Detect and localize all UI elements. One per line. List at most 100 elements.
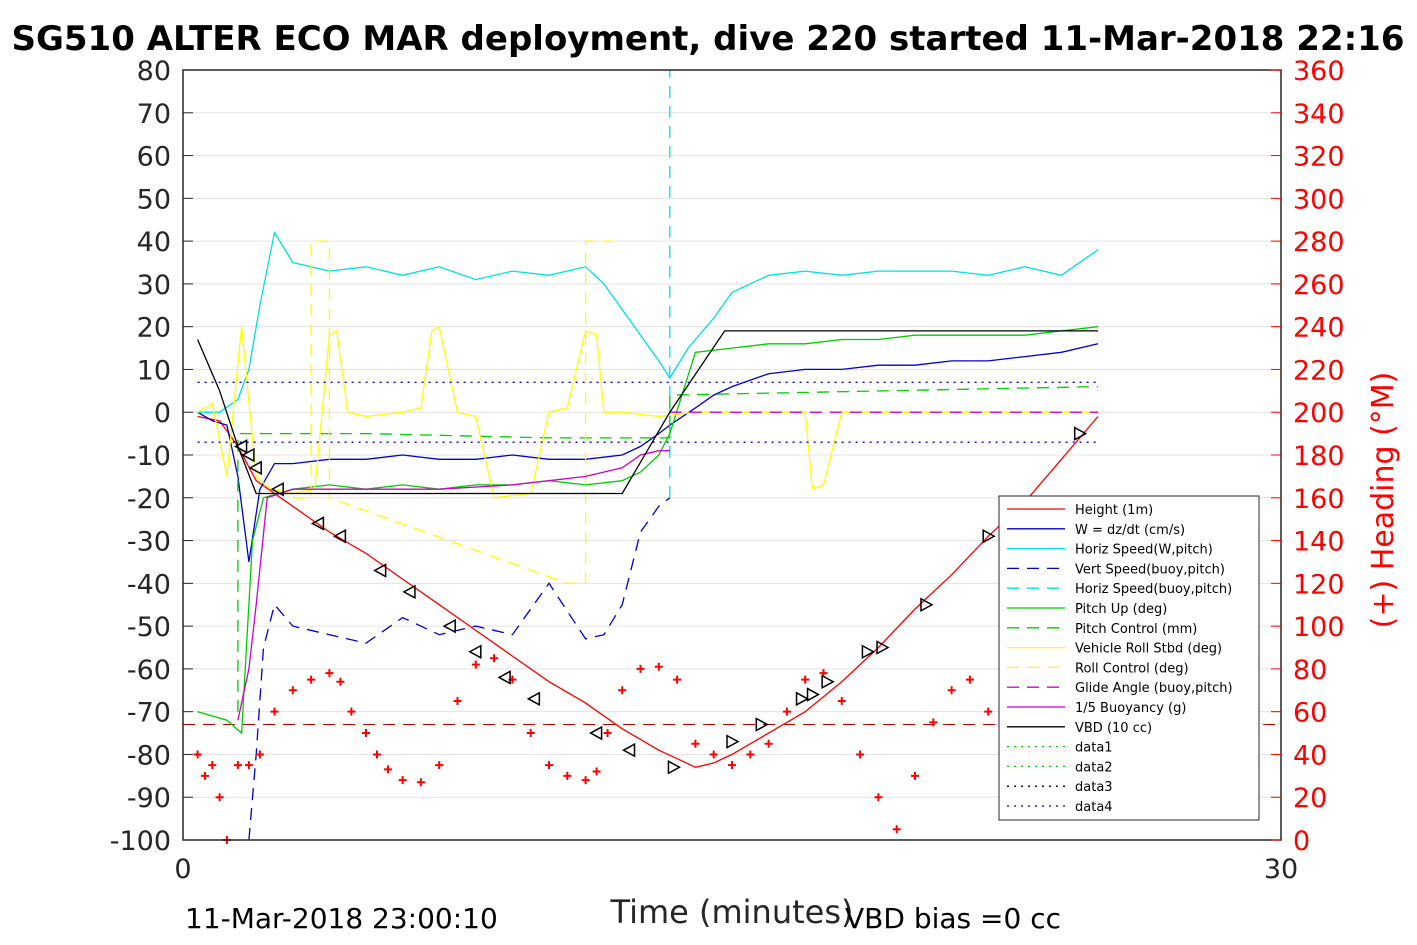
heading-marker xyxy=(270,707,279,716)
heading-marker xyxy=(244,761,253,770)
triangle-marker xyxy=(621,742,636,758)
right-tick-label: 60 xyxy=(1293,698,1327,729)
series-line xyxy=(197,330,1098,495)
footer-timestamp: 11-Mar-2018 23:00:10 xyxy=(185,902,498,935)
legend-label: data2 xyxy=(1075,760,1113,775)
triangle-marker xyxy=(806,687,821,702)
right-axis: 3603403203002802602402202001801601401201… xyxy=(1271,56,1345,857)
heading-marker xyxy=(929,718,938,727)
right-tick-label: 280 xyxy=(1293,227,1345,258)
triangle-marker xyxy=(726,734,740,749)
right-tick-label: 80 xyxy=(1293,655,1327,686)
triangle-marker xyxy=(526,691,541,707)
heading-marker xyxy=(372,750,381,759)
triangle-marker xyxy=(497,670,511,685)
right-tick-label: 320 xyxy=(1293,142,1345,173)
triangle-marker xyxy=(233,439,248,454)
series-line xyxy=(292,240,623,584)
left-tick-label: -80 xyxy=(127,740,171,771)
heading-marker xyxy=(490,654,499,663)
heading-marker xyxy=(193,750,202,759)
left-tick-label: 40 xyxy=(137,227,171,258)
heading-marker xyxy=(288,686,297,695)
triangle-marker xyxy=(468,644,482,660)
legend-label: Glide Angle (buoy,pitch) xyxy=(1075,681,1233,696)
legend-label: VBD (10 cc) xyxy=(1075,721,1152,736)
heading-marker xyxy=(911,771,919,780)
series-line xyxy=(197,343,1099,562)
legend-label: Horiz Speed(W,pitch) xyxy=(1075,543,1213,558)
left-tick-label: -10 xyxy=(127,441,171,472)
heading-marker xyxy=(874,793,883,802)
heading-marker xyxy=(347,707,356,716)
triangle-marker xyxy=(241,447,255,463)
heading-marker xyxy=(746,750,755,759)
left-tick-label: -100 xyxy=(110,826,171,857)
triangle-marker xyxy=(270,481,284,497)
triangle-marker xyxy=(755,717,769,732)
x-tick-label: 0 xyxy=(174,854,191,885)
heading-marker xyxy=(636,664,645,673)
right-tick-label: 40 xyxy=(1293,740,1327,771)
series-line xyxy=(197,415,1099,768)
right-tick-label: 340 xyxy=(1293,99,1345,130)
x-tick-label: 30 xyxy=(1264,854,1298,885)
right-tick-label: 260 xyxy=(1293,270,1345,301)
heading-marker xyxy=(200,771,209,780)
heading-marker xyxy=(837,696,846,705)
triangle-marker xyxy=(982,529,996,544)
triangle-marker xyxy=(402,584,416,600)
right-tick-label: 360 xyxy=(1293,56,1345,87)
legend-label: data3 xyxy=(1075,780,1113,795)
marker-layer xyxy=(193,426,1088,844)
left-tick-label: -30 xyxy=(127,527,171,558)
legend-label: Pitch Up (deg) xyxy=(1075,602,1167,617)
left-tick-label: -70 xyxy=(127,698,171,729)
series-line xyxy=(237,450,670,721)
left-axis: 80 70 60 50 40 30 20 10 0 -10 -20 -30 -40 -50 -60 -70 -8… xyxy=(110,56,193,857)
heading-marker xyxy=(471,660,480,669)
heading-marker xyxy=(709,750,718,759)
right-tick-label: 120 xyxy=(1293,569,1345,600)
right-tick-label: 180 xyxy=(1293,441,1345,472)
left-tick-label: -90 xyxy=(127,783,171,814)
heading-marker xyxy=(416,778,425,787)
legend-label: data4 xyxy=(1075,800,1113,815)
series-line xyxy=(197,381,1098,443)
triangle-marker xyxy=(795,691,810,707)
x-axis-label: Time (minutes) xyxy=(610,893,854,931)
legend-label: W = dz/dt (cm/s) xyxy=(1075,523,1185,538)
heading-marker xyxy=(984,707,993,716)
triangle-marker xyxy=(589,725,603,741)
right-tick-label: 100 xyxy=(1293,612,1345,643)
left-tick-label: -50 xyxy=(127,612,171,643)
heading-marker xyxy=(526,729,535,738)
triangle-marker xyxy=(248,460,262,476)
series-line xyxy=(197,326,1099,735)
heading-marker xyxy=(307,675,316,684)
left-tick-label: -40 xyxy=(127,569,171,600)
chart-title: SG510 ALTER ECO MAR deployment, dive 220… xyxy=(11,19,1404,59)
series-line xyxy=(237,385,1099,712)
triangle-marker xyxy=(332,529,347,544)
right-tick-label: 20 xyxy=(1293,783,1327,814)
heading-marker xyxy=(545,761,553,770)
x-axis: 0 30 xyxy=(174,830,1298,885)
left-tick-label: 70 xyxy=(137,99,171,130)
heading-marker xyxy=(947,686,956,695)
legend-label: Height (1m) xyxy=(1075,503,1153,518)
left-tick-label: 50 xyxy=(137,184,171,215)
triangle-marker xyxy=(876,640,890,655)
footer-vbd-bias: VBD bias =0 cc xyxy=(845,902,1061,935)
triangle-marker xyxy=(920,597,934,612)
heading-marker xyxy=(691,739,700,748)
right-axis-label: (+) Heading (°M) xyxy=(1366,372,1401,629)
heading-marker xyxy=(603,729,612,738)
heading-marker xyxy=(856,750,865,759)
heading-marker xyxy=(362,729,370,738)
triangle-marker xyxy=(373,563,387,578)
heading-marker xyxy=(233,761,242,770)
triangle-marker xyxy=(861,644,875,660)
series-layer xyxy=(183,70,1281,841)
legend-label: Vehicle Roll Stbd (deg) xyxy=(1075,642,1222,657)
